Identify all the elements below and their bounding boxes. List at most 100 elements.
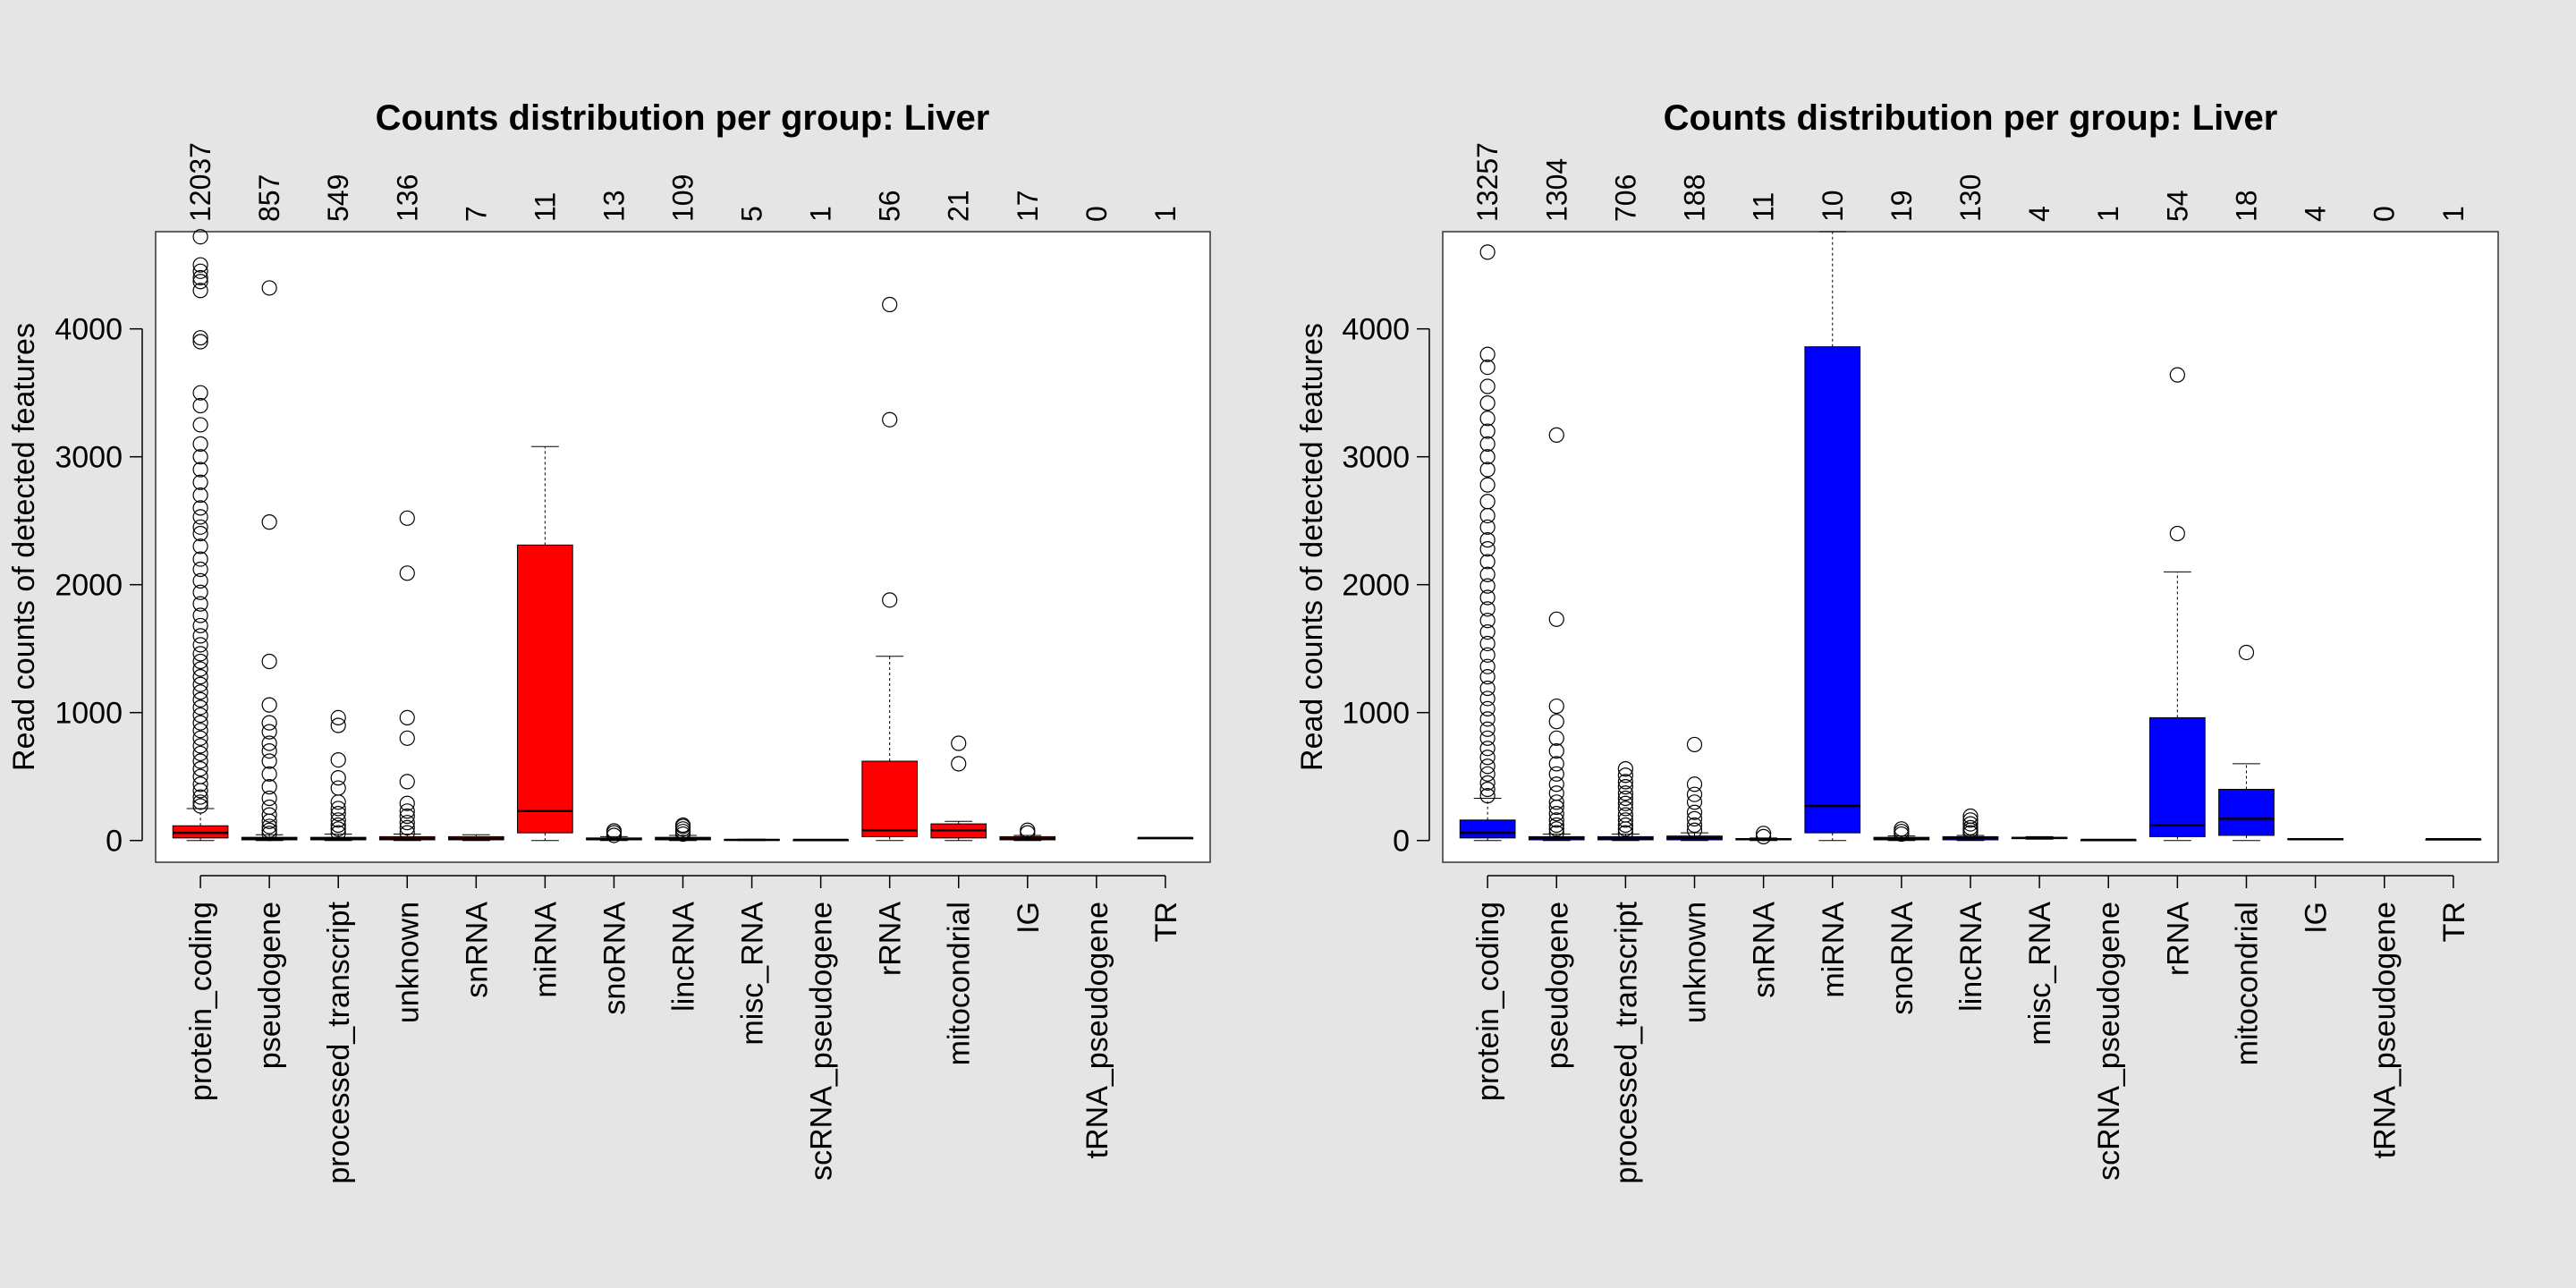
- outlier-point: [1479, 449, 1496, 465]
- outlier-point: [192, 699, 208, 716]
- outlier-point: [192, 449, 208, 465]
- outlier-point: [192, 572, 208, 589]
- category-label: TR: [1149, 902, 1183, 942]
- category-label: TR: [2437, 902, 2471, 942]
- outlier-point: [192, 525, 208, 542]
- box-misc_RNA: [2011, 835, 2068, 840]
- outlier-point: [1548, 730, 1564, 746]
- category-label: snRNA: [460, 902, 494, 998]
- outlier-point: [1548, 817, 1564, 834]
- category-label: pseudogene: [253, 902, 287, 1069]
- outlier-point: [192, 397, 208, 414]
- outlier-point: [1479, 494, 1496, 510]
- outlier-point: [261, 697, 277, 713]
- outlier-point: [1479, 788, 1496, 804]
- feature-count-label: 1: [2437, 206, 2470, 222]
- box-snoRNA: [1873, 821, 1930, 843]
- outlier-point: [1617, 767, 1633, 784]
- outlier-point: [1479, 378, 1496, 394]
- outlier-point: [192, 653, 208, 670]
- outlier-point: [1479, 766, 1496, 782]
- chart-panel-left: Counts distribution per group: Liver Read…: [7, 98, 1211, 1184]
- feature-count-label: 13257: [1471, 142, 1504, 222]
- outlier-point: [399, 565, 415, 581]
- outlier-point: [1617, 817, 1633, 834]
- outlier-point: [606, 823, 623, 839]
- outlier-point: [192, 474, 208, 490]
- feature-count-label: 18: [2230, 190, 2262, 222]
- outlier-point: [882, 411, 898, 428]
- outlier-point: [951, 735, 967, 751]
- outlier-point: [1479, 436, 1496, 452]
- outlier-point: [1548, 756, 1564, 772]
- box-lincRNA: [1942, 808, 1999, 842]
- outlier-point: [192, 798, 208, 814]
- outlier-point: [330, 751, 346, 768]
- box-scRNA_pseudogene: [2080, 838, 2137, 842]
- outlier-point: [399, 730, 415, 746]
- outlier-point: [330, 780, 346, 796]
- outlier-point: [1548, 427, 1564, 443]
- outlier-point: [1617, 812, 1633, 828]
- outlier-point: [192, 776, 208, 792]
- outlier-point: [1962, 808, 1979, 825]
- outlier-point: [261, 735, 277, 751]
- box-rRNA: [861, 296, 919, 842]
- outlier-point: [1479, 532, 1496, 548]
- outlier-point: [1479, 589, 1496, 606]
- outlier-point: [192, 646, 208, 662]
- outlier-point: [192, 745, 208, 762]
- outlier-point: [192, 436, 208, 452]
- feature-count-label: 4: [2023, 206, 2055, 222]
- outlier-point: [330, 806, 346, 822]
- outlier-point: [1479, 554, 1496, 570]
- outlier-point: [1479, 635, 1496, 652]
- outlier-point: [399, 709, 415, 726]
- outlier-point: [1548, 806, 1564, 822]
- outlier-point: [399, 825, 415, 841]
- y-tick-label: 4000: [1342, 313, 1410, 347]
- outlier-point: [1479, 244, 1496, 260]
- outlier-point: [261, 790, 277, 807]
- outlier-point: [1479, 519, 1496, 535]
- category-label: IG: [2300, 902, 2334, 934]
- category-label: misc_RNA: [736, 902, 770, 1046]
- feature-count-label: 1304: [1540, 158, 1572, 222]
- outlier-point: [261, 715, 277, 731]
- outlier-point: [1479, 721, 1496, 737]
- category-label: unknown: [391, 902, 425, 1023]
- outlier-point: [192, 637, 208, 653]
- category-label: IG: [1012, 902, 1046, 934]
- outlier-point: [1686, 804, 1703, 820]
- feature-count-label: 11: [1748, 192, 1780, 222]
- outlier-point: [192, 263, 208, 279]
- outlier-point: [1962, 816, 1979, 832]
- outlier-point: [2238, 644, 2255, 661]
- feature-count-label: 56: [874, 190, 906, 222]
- feature-count-label: 0: [2368, 206, 2401, 222]
- outlier-point: [399, 819, 415, 835]
- category-label: lincRNA: [1954, 902, 1988, 1012]
- category-label: miRNA: [1817, 902, 1851, 998]
- outlier-point: [192, 715, 208, 731]
- y-axis-label: Read counts of detected features: [7, 323, 41, 771]
- feature-count-label: 17: [1012, 190, 1044, 222]
- box-IG: [2287, 838, 2343, 841]
- outlier-point: [261, 724, 277, 740]
- box-IG: [999, 822, 1056, 842]
- outlier-point: [261, 653, 277, 670]
- box-protein_coding: [1459, 244, 1516, 842]
- outlier-point: [1479, 669, 1496, 685]
- box-unknown: [378, 510, 436, 842]
- box-TR: [2425, 838, 2482, 841]
- outlier-point: [330, 709, 346, 726]
- category-label: snoRNA: [1885, 902, 1919, 1015]
- outlier-point: [192, 723, 208, 739]
- outlier-point: [1479, 578, 1496, 594]
- outlier-point: [192, 607, 208, 623]
- outlier-point: [192, 617, 208, 634]
- outlier-point: [192, 789, 208, 805]
- outlier-point: [1479, 680, 1496, 697]
- outlier-point: [192, 257, 208, 273]
